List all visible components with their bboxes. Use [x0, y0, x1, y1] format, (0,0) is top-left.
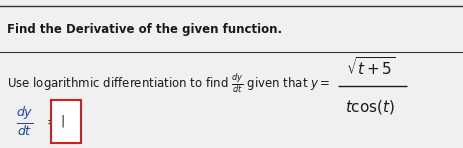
Text: $|$: $|$: [60, 113, 64, 129]
Text: Use logarithmic differentiation to find $\frac{dy}{dt}$ given that $y=$: Use logarithmic differentiation to find …: [7, 71, 330, 95]
Text: $\frac{dy}{dt}$: $\frac{dy}{dt}$: [16, 105, 34, 138]
Text: $=$: $=$: [44, 114, 59, 128]
Text: $t\cos(t)$: $t\cos(t)$: [345, 98, 395, 116]
Text: Find the Derivative of the given function.: Find the Derivative of the given functio…: [7, 23, 282, 36]
Text: $\sqrt{t+5}$: $\sqrt{t+5}$: [345, 56, 395, 78]
FancyBboxPatch shape: [51, 100, 81, 143]
